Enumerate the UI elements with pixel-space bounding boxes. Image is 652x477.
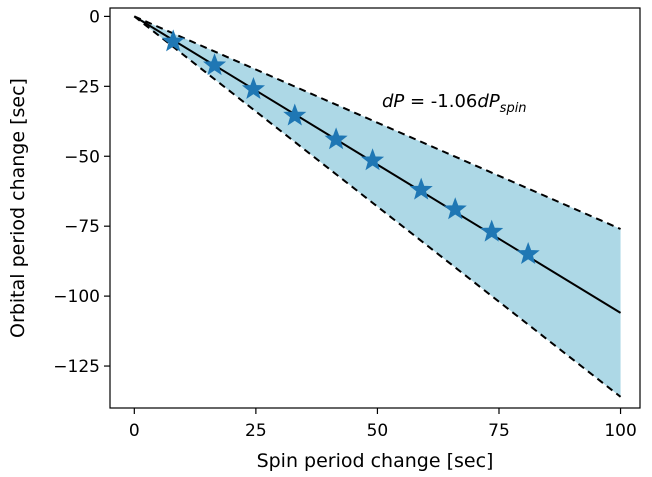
- annotation-middle: = -1.06: [404, 91, 477, 112]
- data-point: [324, 127, 348, 150]
- data-point: [283, 103, 307, 126]
- data-point: [161, 29, 185, 52]
- y-tick-label: −100: [53, 287, 100, 307]
- y-tick-label: 0: [89, 7, 100, 27]
- y-axis-label: Orbital period change [sec]: [7, 78, 29, 338]
- annotation-subscript: spin: [500, 101, 527, 116]
- x-axis-ticks: 0 25 50 75 100: [129, 408, 637, 441]
- data-point: [361, 148, 385, 171]
- y-tick-label: −125: [53, 357, 100, 377]
- x-tick-label: 50: [367, 421, 389, 441]
- band-lower-edge: [133, 15, 622, 398]
- uncertainty-band: [134, 16, 621, 397]
- annotation-var: dP: [477, 91, 499, 112]
- x-tick-label: 25: [245, 421, 267, 441]
- data-point: [516, 242, 540, 264]
- y-tick-label: −50: [64, 147, 100, 167]
- y-tick-label: −75: [64, 217, 100, 237]
- annotation-prefix: dP: [382, 91, 404, 112]
- data-point: [409, 177, 433, 200]
- uncertainty-band-layer: [134, 16, 621, 397]
- x-tick-label: 100: [604, 421, 636, 441]
- x-tick-label: 0: [129, 421, 140, 441]
- y-tick-label: −25: [64, 77, 100, 97]
- band-upper-edge: [133, 15, 621, 230]
- fit-annotation: dP = -1.06dPspin: [382, 91, 527, 116]
- data-point: [241, 76, 265, 99]
- x-tick-label: 75: [488, 421, 510, 441]
- plot-frame: [109, 7, 641, 409]
- x-axis-label: Spin period change [sec]: [257, 450, 494, 472]
- y-axis-ticks: 0 −25 −50 −75 −100 −125: [53, 7, 110, 377]
- data-points-layer: [161, 29, 540, 264]
- data-point: [480, 219, 504, 242]
- data-point: [202, 53, 227, 76]
- data-point: [443, 197, 467, 220]
